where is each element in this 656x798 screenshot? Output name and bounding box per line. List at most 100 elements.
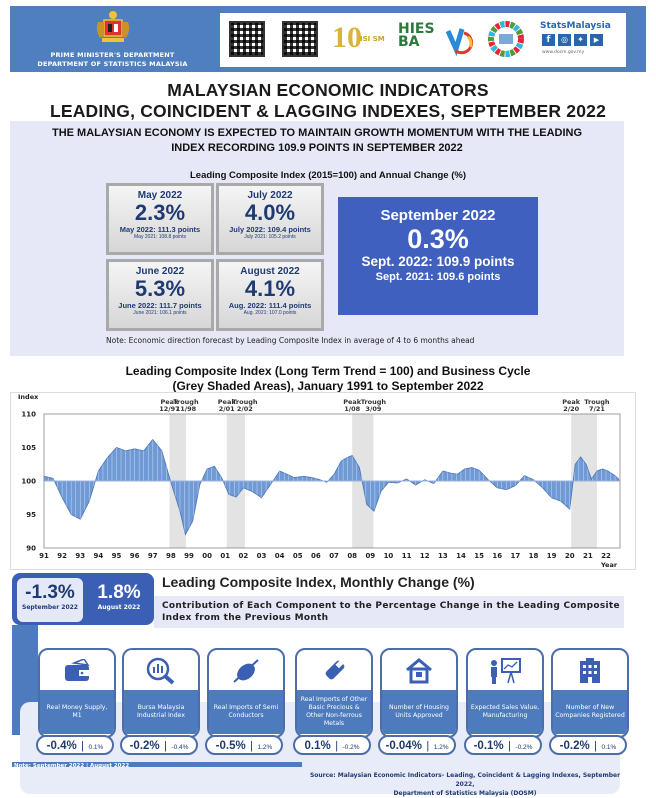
cycle-date: 11/98 [176, 405, 197, 413]
x-tick-label: 16 [492, 552, 502, 560]
instagram-icon[interactable]: ◎ [558, 34, 571, 46]
social-icons: f ◎ ✦ ▶ [542, 34, 603, 46]
component-card: Expected Sales Value, Manufacturing [466, 648, 544, 738]
cycle-label: Peak [562, 398, 581, 406]
x-tick-label: 95 [112, 552, 122, 560]
twitter-icon[interactable]: ✦ [574, 34, 587, 46]
component-card: Number of New Companies Registered [551, 648, 629, 738]
x-tick-label: 13 [438, 552, 448, 560]
x-tick-label: 94 [94, 552, 104, 560]
x-tick-label: 04 [275, 552, 285, 560]
qr-code-facebook-icon[interactable] [282, 21, 318, 57]
qr-code-icon[interactable] [229, 21, 265, 57]
youtube-icon[interactable]: ▶ [590, 34, 603, 46]
cycle-date: 2/02 [237, 405, 253, 413]
pipe-separator: | [426, 740, 430, 752]
component-value-pill: -0.1% | -0.2% [464, 735, 542, 755]
september-value: -0.04% [385, 740, 422, 752]
card-prev-points: May 2021: 108.8 points [134, 234, 186, 240]
website-url[interactable]: www.dosm.gov.my [542, 50, 585, 55]
chart-title-line-2: (Grey Shaded Areas), January 1991 to Sep… [172, 379, 484, 393]
chart-title: Leading Composite Index (Long Term Trend… [0, 364, 656, 394]
component-value-pill: 0.1% | -0.2% [293, 735, 371, 755]
august-value: 0.1% [88, 744, 104, 751]
card-points: July 2022: 109.4 points [229, 225, 311, 234]
september-value: -0.1% [473, 740, 504, 752]
september-value: -0.2% [129, 740, 160, 752]
cycle-label: Peak [343, 398, 362, 406]
pipe-separator: | [335, 740, 339, 752]
cycle-date: 12/97 [159, 405, 179, 413]
legend-note: Note: September 2022 | August 2022 [14, 763, 130, 769]
note-stripe [12, 762, 302, 767]
component-label: Number of Housing Units Approved [382, 690, 456, 734]
y-axis-title: Index [18, 393, 39, 401]
previous-label: August 2022 [97, 604, 141, 611]
september-value: 0.1% [304, 740, 331, 752]
component-label: Real Imports of Other Basic Precious & O… [297, 690, 371, 734]
card-prev-points: July 2021: 105.2 points [244, 234, 296, 240]
card-prev-points: June 2021: 106.1 points [133, 310, 187, 316]
lci-area [43, 438, 620, 536]
chart-frame [10, 392, 636, 570]
card-pct: 2.3% [134, 200, 186, 225]
september-highlight-card: September 2022 0.3% Sept. 2022: 109.9 po… [338, 197, 538, 315]
x-tick-label: 06 [311, 552, 321, 560]
previous-pct: 1.8% [97, 582, 141, 603]
component-label: Bursa Malaysia Industrial Index [124, 690, 198, 734]
page-title-line-1: MALAYSIAN ECONOMIC INDICATORS [167, 80, 489, 100]
component-label: Real Imports of Semi Conductors [209, 690, 283, 734]
pipe-separator: | [164, 740, 167, 752]
y-tick-label: 90 [26, 545, 36, 553]
x-tick-label: 19 [547, 552, 557, 560]
cycle-date: 1/08 [344, 405, 360, 413]
card-points: May 2022: 111.3 points [119, 225, 201, 234]
card-month: May 2022 [137, 190, 183, 201]
forecast-note: Note: Economic direction forecast by Lea… [106, 336, 475, 345]
monthly-sub-band [154, 596, 624, 628]
august-value: -0.2% [515, 744, 533, 751]
monthly-change-previous: 1.8% August 2022 [86, 578, 152, 622]
card-prev-points: Aug. 2021: 107.0 points [243, 310, 297, 316]
x-tick-label: 14 [456, 552, 466, 560]
y-tick-label: 105 [21, 444, 36, 452]
chart-title-line-1: Leading Composite Index (Long Term Trend… [125, 364, 531, 378]
summary-headline-line-1: THE MALAYSIAN ECONOMY IS EXPECTED TO MAI… [51, 127, 583, 139]
facebook-icon[interactable]: f [542, 34, 555, 46]
monthly-change-subtitle: Contribution of Each Component to the Pe… [162, 600, 620, 624]
malaysia-coat-of-arms-icon [96, 11, 130, 42]
x-tick-label: 11 [402, 552, 412, 560]
x-tick-label: 09 [365, 552, 375, 560]
magnifier-chart-icon [124, 656, 198, 686]
x-tick-label: 01 [220, 552, 230, 560]
component-label: Expected Sales Value, Manufacturing [468, 690, 542, 734]
month-card-may: May 2022 2.3% May 2022: 111.3 points May… [106, 183, 214, 255]
card-pct: 5.3% [134, 276, 186, 301]
summary-headline: THE MALAYSIAN ECONOMY IS EXPECTED TO MAI… [10, 126, 624, 156]
summary-headline-line-2: INDEX RECORDING 109.9 POINTS IN SEPTEMBE… [171, 142, 463, 154]
isim-text: ISI SM [360, 35, 385, 43]
presentation-icon [468, 656, 542, 686]
y-tick-label: 95 [26, 511, 36, 519]
x-tick-label: 91 [39, 552, 49, 560]
dept-line-2: DEPARTMENT OF STATISTICS MALAYSIA [37, 60, 188, 68]
house-icon [382, 656, 456, 686]
x-tick-label: 92 [57, 552, 67, 560]
cycle-date: 7/21 [589, 405, 605, 413]
card-pct: 4.0% [244, 200, 296, 225]
statsmalaysia-brand: StatsMalaysia [540, 21, 611, 31]
x-tick-label: 20 [565, 552, 575, 560]
x-tick-label: 10 [384, 552, 394, 560]
dosm-branding: PRIME MINISTER'S DEPARTMENT DEPARTMENT O… [10, 6, 215, 72]
source-note: Source: Malaysian Economic Indicators- L… [300, 771, 630, 798]
card-points: June 2022: 111.7 points [118, 301, 202, 310]
cycle-date: 2/20 [563, 405, 579, 413]
september-value: -0.4% [46, 740, 77, 752]
hies-ba-logo-icon: HIES BA [398, 21, 435, 50]
component-label: Number of New Companies Registered [553, 690, 627, 734]
wallet-icon [40, 656, 114, 686]
card-month: July 2022 [247, 190, 293, 201]
x-tick-label: 93 [75, 552, 85, 560]
pipe-separator: | [81, 740, 85, 752]
component-card: Real Money Supply, M1 [38, 648, 116, 738]
